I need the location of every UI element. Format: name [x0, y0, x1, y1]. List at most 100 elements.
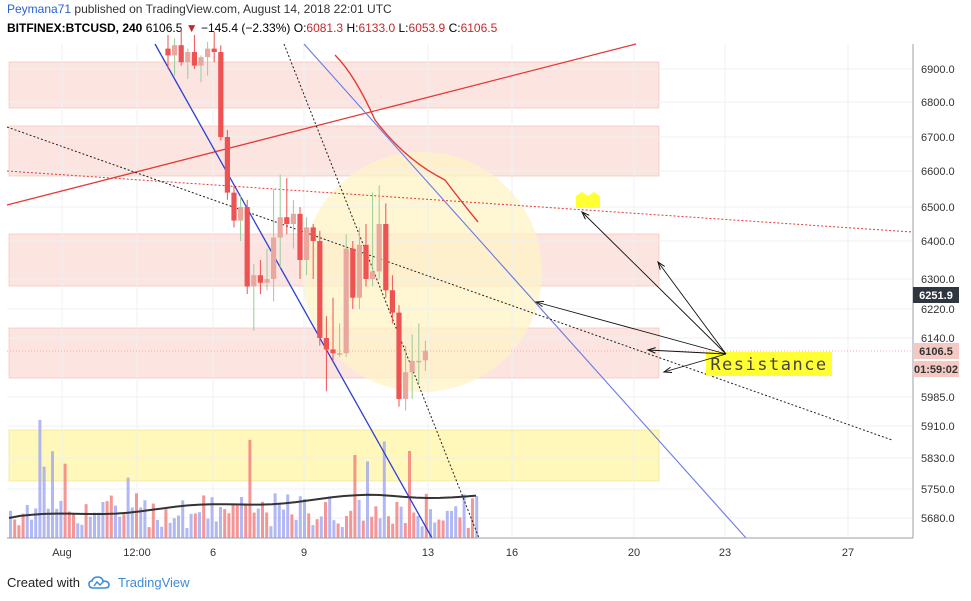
- volume-bar: [370, 516, 374, 538]
- candle-body: [251, 275, 257, 287]
- volume-bar: [366, 461, 369, 538]
- volume-bar: [244, 503, 248, 538]
- red-dotted-resistance: [6, 170, 913, 233]
- volume-bar: [168, 522, 172, 538]
- candle-body: [271, 237, 277, 279]
- volume-bar: [214, 521, 218, 538]
- candle-body: [304, 227, 310, 260]
- publish-info: Peymana71 published on TradingView.com, …: [7, 2, 392, 16]
- volume-bar: [235, 504, 239, 538]
- candle-body: [185, 52, 191, 63]
- candle-body: [231, 192, 237, 221]
- volume-bar: [462, 494, 466, 538]
- volume-bar: [156, 519, 159, 538]
- candle-body: [356, 244, 362, 298]
- candle-body: [403, 372, 409, 399]
- price-tick-label: 5830.0: [921, 453, 955, 465]
- price-tick-label: 6600.0: [921, 166, 955, 178]
- candle-body: [238, 207, 244, 221]
- symbol-name: BITFINEX:BTCUSD, 240: [7, 21, 143, 35]
- volume-bar: [181, 500, 185, 538]
- current-price-tag-box: [913, 343, 959, 359]
- candle-body: [191, 52, 197, 66]
- candle-body: [205, 48, 211, 58]
- volume-bar: [277, 504, 281, 538]
- price-tick-label: 5680.0: [921, 513, 955, 525]
- created-with-text: Created with: [7, 575, 80, 590]
- ohlc-high: 6133.0: [358, 21, 396, 35]
- volume-bar: [420, 526, 424, 538]
- volume-bar: [437, 519, 441, 538]
- black-dotted-shallow: [6, 126, 893, 441]
- volume-bar: [202, 495, 206, 538]
- volume-bar: [93, 512, 96, 538]
- volume-bar: [231, 504, 235, 538]
- volume-bar: [25, 504, 29, 538]
- time-tick-label: 13: [422, 547, 434, 559]
- volume-bar: [105, 501, 109, 538]
- candle-body: [363, 244, 369, 279]
- last-high-tag-box: [913, 287, 959, 303]
- volume-bar: [67, 511, 71, 538]
- tradingview-cloud-icon: [88, 575, 110, 589]
- volume-bar: [164, 509, 168, 538]
- volume-bar: [387, 516, 390, 538]
- candle-body: [416, 360, 422, 363]
- volume-bar: [63, 463, 67, 538]
- price-tick-label: 5985.0: [921, 392, 955, 404]
- ohlc-close-label: C:: [448, 21, 461, 35]
- candle-body: [343, 248, 349, 354]
- volume-bar: [97, 512, 101, 538]
- time-tick-label: 27: [842, 547, 854, 559]
- volume-bar: [273, 493, 277, 538]
- volume-bar: [189, 513, 193, 538]
- annotation-layer: Resistance: [534, 192, 832, 376]
- volume-bar: [151, 503, 155, 538]
- volume-bar: [42, 466, 46, 538]
- volume-bar: [219, 506, 222, 538]
- volume-bar: [210, 497, 214, 538]
- candle-body: [409, 360, 415, 373]
- volume-bar: [328, 496, 332, 538]
- volume-bar: [353, 455, 357, 538]
- price-tick-label: 6140.0: [921, 333, 955, 345]
- candle-body: [297, 213, 303, 260]
- volume-bar: [298, 496, 302, 538]
- volume-bar: [340, 526, 344, 538]
- volume-bar: [324, 502, 327, 538]
- price-tick-label: 5910.0: [921, 421, 955, 433]
- volume-bar: [445, 510, 449, 538]
- volume-bar: [172, 518, 176, 538]
- symbol-line: BITFINEX:BTCUSD, 240 6106.5 ▼ −145.4 (−2…: [7, 21, 497, 35]
- candle-layer: [165, 28, 428, 411]
- last-price: 6106.5: [145, 21, 183, 35]
- price-tick-label: 5750.0: [921, 484, 955, 496]
- author-link[interactable]: Peymana71: [7, 2, 72, 16]
- volume-bar: [177, 515, 180, 538]
- time-tick-label: 6: [210, 547, 216, 559]
- volume-bar: [38, 419, 42, 538]
- volume-bar: [227, 513, 231, 538]
- volume-bar: [303, 498, 306, 538]
- candle-body: [218, 52, 224, 137]
- volume-bar: [160, 526, 164, 538]
- volume-bar: [403, 523, 407, 538]
- tradingview-link[interactable]: TradingView: [117, 575, 190, 590]
- volume-bar: [88, 516, 92, 538]
- ohlc-open: 6081.3: [306, 21, 344, 35]
- current-price-tag: 6106.5: [919, 346, 953, 358]
- ohlc-low: 6053.9: [408, 21, 446, 35]
- volume-bar: [34, 508, 38, 538]
- volume-bar: [72, 513, 75, 538]
- volume-bar: [223, 509, 227, 538]
- time-tick-label: 23: [719, 547, 731, 559]
- arrow-to-lower-zone-head: [662, 366, 673, 374]
- trendline-layer: [6, 43, 913, 539]
- volume-bar: [391, 523, 395, 538]
- volume-bar: [395, 501, 399, 538]
- volume-bar: [118, 516, 122, 538]
- volume-bar: [206, 518, 210, 538]
- volume-bar: [80, 524, 84, 538]
- volume-bar: [9, 510, 12, 538]
